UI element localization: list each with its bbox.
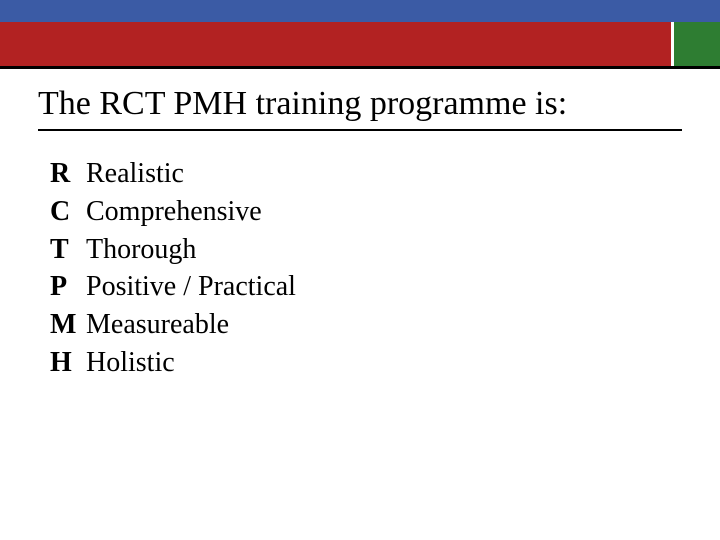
banner-blue-stripe (0, 0, 720, 22)
banner-red-row (0, 22, 720, 66)
acronym-letter: C (50, 193, 86, 231)
banner-green-square (674, 22, 720, 66)
acronym-letter: T (50, 231, 86, 269)
acronym-term: Measureable (86, 306, 229, 344)
banner-red-stripe (0, 22, 671, 66)
acronym-letter: H (50, 344, 86, 382)
list-item: M Measureable (50, 306, 682, 344)
acronym-letter: M (50, 306, 86, 344)
acronym-term: Positive / Practical (86, 268, 296, 306)
slide-title: The RCT PMH training programme is: (38, 85, 682, 129)
list-item: P Positive / Practical (50, 268, 682, 306)
header-banner (0, 0, 720, 69)
acronym-list: R Realistic C Comprehensive T Thorough P… (38, 155, 682, 382)
acronym-term: Comprehensive (86, 193, 262, 231)
title-underline (38, 129, 682, 131)
list-item: T Thorough (50, 231, 682, 269)
list-item: R Realistic (50, 155, 682, 193)
acronym-letter: P (50, 268, 86, 306)
slide-content: The RCT PMH training programme is: R Rea… (0, 69, 720, 382)
acronym-term: Realistic (86, 155, 184, 193)
list-item: H Holistic (50, 344, 682, 382)
acronym-term: Thorough (86, 231, 196, 269)
acronym-term: Holistic (86, 344, 175, 382)
list-item: C Comprehensive (50, 193, 682, 231)
acronym-letter: R (50, 155, 86, 193)
